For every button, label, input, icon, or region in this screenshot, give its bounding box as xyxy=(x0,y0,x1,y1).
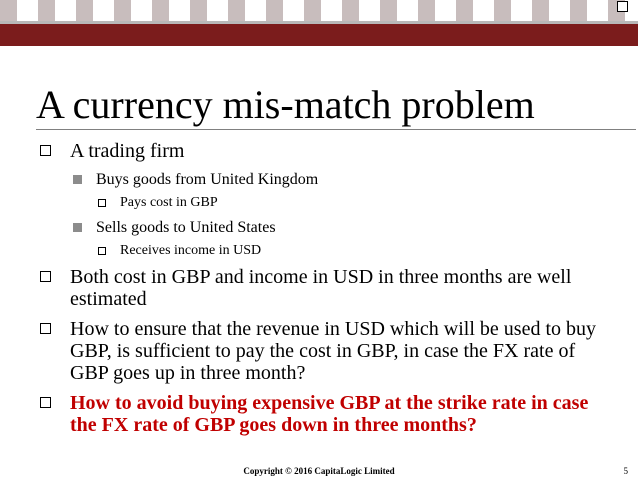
header-checker-cell xyxy=(437,0,456,21)
hollow-square-bullet-icon xyxy=(98,247,106,255)
header-maroon-bar xyxy=(0,21,638,46)
header-checker-cell xyxy=(285,0,304,21)
bullet-text: Pays cost in GBP xyxy=(120,195,218,210)
header-checker-cell xyxy=(380,0,399,21)
slide-content: A trading firm Buys goods from United Kin… xyxy=(36,140,616,444)
bullet-item-level-1: How to avoid buying expensive GBP at the… xyxy=(36,392,616,436)
title-divider xyxy=(36,129,636,130)
bullet-item-level-1: How to ensure that the revenue in USD wh… xyxy=(36,318,616,384)
header-checker-cell xyxy=(190,0,209,21)
header-checker-cell xyxy=(247,0,266,21)
bullet-text: Receives income in USD xyxy=(120,243,262,258)
hollow-square-bullet-icon xyxy=(40,145,51,156)
hollow-square-bullet-icon xyxy=(40,397,51,408)
header-checker-cell xyxy=(399,0,418,21)
hollow-square-bullet-icon xyxy=(40,271,51,282)
header-checker-cell xyxy=(323,0,342,21)
bullet-text: Buys goods from United Kingdom xyxy=(96,171,319,188)
slide-title: A currency mis-match problem xyxy=(36,82,535,127)
corner-square-icon xyxy=(617,1,628,12)
bullet-item-level-2: Sells goods to United States xyxy=(36,218,616,237)
header-checker-cell xyxy=(171,0,190,21)
bullet-text: How to avoid buying expensive GBP at the… xyxy=(70,392,589,436)
header-checker-cell xyxy=(418,0,437,21)
header-checker-cell xyxy=(228,0,247,21)
header-checker-cell xyxy=(475,0,494,21)
header-checker-cell xyxy=(95,0,114,21)
header-checker-cell xyxy=(361,0,380,21)
header-checker-cell xyxy=(532,0,551,21)
header-checker-cell xyxy=(589,0,608,21)
header-checker-strip xyxy=(0,0,638,21)
header-checker-cell xyxy=(114,0,133,21)
bullet-text: A trading firm xyxy=(70,140,185,162)
copyright-footer: Copyright © 2016 CapitaLogic Limited xyxy=(243,466,395,476)
bullet-text: How to ensure that the revenue in USD wh… xyxy=(70,318,597,384)
bullet-item-level-3: Pays cost in GBP xyxy=(36,194,616,212)
header-checker-cell xyxy=(570,0,589,21)
header-checker-cell xyxy=(38,0,57,21)
header-checker-cell xyxy=(266,0,285,21)
hollow-square-bullet-icon xyxy=(98,199,106,207)
header-checker-cell xyxy=(133,0,152,21)
header-checker-cell xyxy=(342,0,361,21)
header-checker-cell xyxy=(0,0,19,21)
header-checker-cell xyxy=(57,0,76,21)
header-band xyxy=(0,0,638,46)
header-checker-cell xyxy=(494,0,513,21)
header-checker-cell xyxy=(152,0,171,21)
bullet-item-level-2: Buys goods from United Kingdom xyxy=(36,170,616,189)
bullet-item-level-3: Receives income in USD xyxy=(36,242,616,260)
square-bullet-icon xyxy=(73,175,82,184)
header-checker-cell xyxy=(304,0,323,21)
header-checker-cell xyxy=(456,0,475,21)
bullet-item-level-1: A trading firm xyxy=(36,140,616,162)
square-bullet-icon xyxy=(73,223,82,232)
header-checker-cell xyxy=(209,0,228,21)
header-checker-cell xyxy=(19,0,38,21)
header-checker-cell xyxy=(513,0,532,21)
header-checker-cell xyxy=(76,0,95,21)
header-rule xyxy=(0,21,638,24)
hollow-square-bullet-icon xyxy=(40,323,51,334)
bullet-text: Both cost in GBP and income in USD in th… xyxy=(70,266,572,310)
header-checker-cell xyxy=(551,0,570,21)
bullet-text: Sells goods to United States xyxy=(96,219,276,236)
page-number: 5 xyxy=(623,466,629,476)
header-checker-cell xyxy=(627,0,638,21)
bullet-item-level-1: Both cost in GBP and income in USD in th… xyxy=(36,266,616,310)
